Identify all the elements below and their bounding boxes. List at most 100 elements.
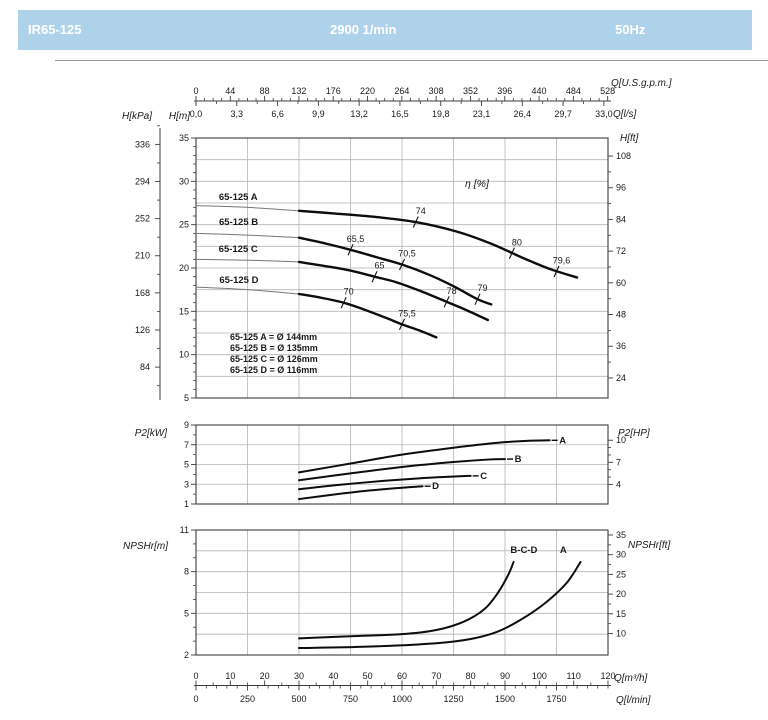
svg-text:220: 220 xyxy=(360,86,375,96)
svg-text:72: 72 xyxy=(616,246,626,256)
pump-model-label: IR65-125 xyxy=(28,22,82,37)
svg-text:65-125 C = Ø 126mm: 65-125 C = Ø 126mm xyxy=(230,354,318,364)
svg-text:D: D xyxy=(432,481,439,492)
svg-text:15: 15 xyxy=(179,306,189,316)
svg-text:NPSHr[ft]: NPSHr[ft] xyxy=(628,540,670,551)
svg-text:528: 528 xyxy=(600,86,615,96)
svg-text:396: 396 xyxy=(497,86,512,96)
svg-text:440: 440 xyxy=(532,86,547,96)
svg-text:23,1: 23,1 xyxy=(473,109,491,119)
svg-text:65-125 A: 65-125 A xyxy=(219,192,258,203)
svg-text:0,0: 0,0 xyxy=(190,109,203,119)
svg-text:88: 88 xyxy=(260,86,270,96)
svg-text:A: A xyxy=(559,435,566,446)
svg-text:210: 210 xyxy=(135,251,150,261)
svg-text:A: A xyxy=(560,545,567,556)
svg-text:7: 7 xyxy=(184,440,189,450)
svg-text:10: 10 xyxy=(616,435,626,445)
svg-text:65-125 A = Ø 144mm: 65-125 A = Ø 144mm xyxy=(230,332,317,342)
power-chart: 9 7 5 3 1 10 7 4 P2[kW] P2[HP] A B C D xyxy=(135,420,650,509)
svg-text:33,0: 33,0 xyxy=(595,109,613,119)
header-bar: IR65-125 2900 1/min 50Hz xyxy=(18,10,752,50)
svg-text:NPSHr[m]: NPSHr[m] xyxy=(123,541,168,552)
svg-text:100: 100 xyxy=(532,671,547,681)
svg-text:20: 20 xyxy=(260,671,270,681)
bottom-flow-ruler: 0 10 20 30 40 50 60 70 80 90 100 110 120 0 250 500 750 10… xyxy=(193,671,650,706)
svg-text:294: 294 xyxy=(135,177,150,187)
svg-text:264: 264 xyxy=(394,86,409,96)
svg-text:120: 120 xyxy=(600,671,615,681)
svg-text:0: 0 xyxy=(193,694,198,704)
svg-text:65-125 D: 65-125 D xyxy=(219,275,258,286)
svg-text:65-125 B: 65-125 B xyxy=(219,217,258,228)
svg-text:10: 10 xyxy=(179,350,189,360)
svg-text:70: 70 xyxy=(344,287,354,297)
svg-text:3,3: 3,3 xyxy=(231,109,244,119)
svg-text:126: 126 xyxy=(135,325,150,335)
svg-text:1000: 1000 xyxy=(392,694,412,704)
svg-text:44: 44 xyxy=(225,86,235,96)
svg-text:176: 176 xyxy=(326,86,341,96)
svg-text:19,8: 19,8 xyxy=(432,109,450,119)
svg-text:250: 250 xyxy=(240,694,255,704)
svg-text:H[kPa]: H[kPa] xyxy=(122,111,152,122)
svg-text:30: 30 xyxy=(616,550,626,560)
svg-text:Q[l/s]: Q[l/s] xyxy=(613,109,637,120)
svg-text:484: 484 xyxy=(566,86,581,96)
svg-text:5: 5 xyxy=(184,608,189,618)
svg-text:25: 25 xyxy=(179,220,189,230)
svg-text:P2[HP]: P2[HP] xyxy=(618,428,650,439)
svg-text:500: 500 xyxy=(291,694,306,704)
svg-text:26,4: 26,4 xyxy=(514,109,532,119)
svg-text:79: 79 xyxy=(478,283,488,293)
svg-text:29,7: 29,7 xyxy=(554,109,572,119)
svg-text:6,6: 6,6 xyxy=(271,109,284,119)
svg-text:352: 352 xyxy=(463,86,478,96)
svg-text:Q[U.S.g.p.m.]: Q[U.S.g.p.m.] xyxy=(611,78,672,89)
svg-text:4: 4 xyxy=(616,479,621,489)
svg-text:35: 35 xyxy=(616,530,626,540)
svg-text:15: 15 xyxy=(616,609,626,619)
svg-text:36: 36 xyxy=(616,341,626,351)
svg-text:3: 3 xyxy=(184,479,189,489)
svg-text:70,5: 70,5 xyxy=(398,249,416,259)
svg-text:B-C-D: B-C-D xyxy=(510,545,537,556)
svg-text:P2[kW]: P2[kW] xyxy=(135,428,167,439)
svg-text:48: 48 xyxy=(616,310,626,320)
svg-text:10: 10 xyxy=(616,629,626,639)
svg-text:84: 84 xyxy=(616,214,626,224)
svg-text:84: 84 xyxy=(140,362,150,372)
svg-text:20: 20 xyxy=(616,589,626,599)
svg-text:750: 750 xyxy=(343,694,358,704)
main-chart: 35 30 25 20 15 10 5 108 96 84 72 60 48 36 24 H[ft] η [%]… xyxy=(179,133,639,403)
svg-text:65: 65 xyxy=(375,261,385,271)
svg-text:60: 60 xyxy=(616,278,626,288)
svg-text:20: 20 xyxy=(179,263,189,273)
svg-text:9: 9 xyxy=(184,420,189,430)
svg-text:1: 1 xyxy=(184,499,189,509)
svg-text:25: 25 xyxy=(616,569,626,579)
svg-text:16,5: 16,5 xyxy=(391,109,409,119)
svg-text:65-125 D = Ø 116mm: 65-125 D = Ø 116mm xyxy=(230,365,317,375)
svg-text:60: 60 xyxy=(397,671,407,681)
header-separator xyxy=(55,60,768,61)
svg-text:1250: 1250 xyxy=(443,694,463,704)
svg-text:5: 5 xyxy=(184,460,189,470)
svg-text:96: 96 xyxy=(616,183,626,193)
svg-text:30: 30 xyxy=(179,176,189,186)
svg-text:7: 7 xyxy=(616,457,621,467)
svg-text:13,2: 13,2 xyxy=(350,109,368,119)
svg-text:10: 10 xyxy=(225,671,235,681)
svg-text:40: 40 xyxy=(328,671,338,681)
svg-text:9,9: 9,9 xyxy=(312,109,325,119)
svg-text:H[ft]: H[ft] xyxy=(620,133,639,144)
kpa-axis: 336 294 252 210 168 126 84 H[kPa] H[m] xyxy=(122,111,190,400)
svg-text:80: 80 xyxy=(512,237,522,247)
svg-text:1750: 1750 xyxy=(546,694,566,704)
svg-text:H[m]: H[m] xyxy=(169,111,190,122)
svg-text:168: 168 xyxy=(135,288,150,298)
pump-speed-label: 2900 1/min xyxy=(330,22,397,37)
svg-text:η [%]: η [%] xyxy=(465,178,490,190)
svg-text:252: 252 xyxy=(135,214,150,224)
